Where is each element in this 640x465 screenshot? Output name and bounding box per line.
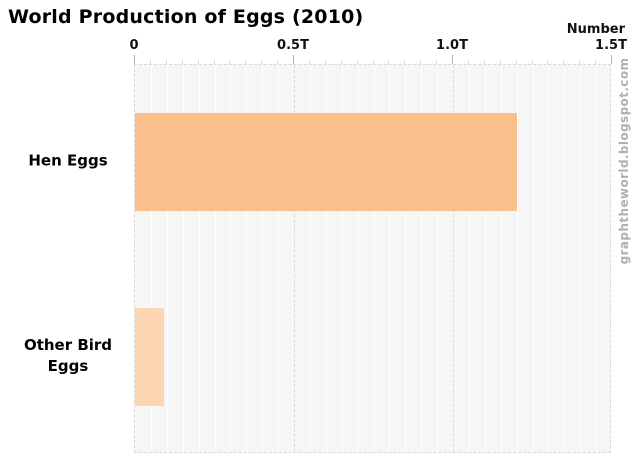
plot-area xyxy=(134,64,611,453)
x-axis-minor-tick xyxy=(499,60,501,64)
gridline-minor xyxy=(150,65,152,452)
gridline-minor xyxy=(341,65,343,452)
x-axis-minor-tick xyxy=(547,60,549,64)
x-axis-minor-tick xyxy=(245,60,247,64)
gridline-minor xyxy=(468,65,470,452)
x-axis-minor-tick xyxy=(229,60,231,64)
gridline-minor xyxy=(516,65,518,452)
x-tick-label: 0.5T xyxy=(277,38,309,53)
watermark: graphtheworld.blogspot.com xyxy=(617,57,631,265)
x-axis-minor-tick xyxy=(197,60,199,64)
x-tick-label: 1.5T xyxy=(595,38,627,53)
x-axis-minor-tick xyxy=(340,60,342,64)
category-label: Other Bird Eggs xyxy=(23,335,113,375)
gridline-major xyxy=(453,65,454,452)
gridline-minor xyxy=(580,65,582,452)
x-axis-minor-tick xyxy=(579,60,581,64)
x-tick-label: 0 xyxy=(129,38,139,53)
x-axis-minor-tick xyxy=(404,60,406,64)
axis-unit-label: Number xyxy=(566,22,625,37)
x-axis-minor-tick xyxy=(181,60,183,64)
x-axis-minor-tick xyxy=(515,60,517,64)
x-axis-minor-tick xyxy=(420,60,422,64)
x-axis-minor-tick xyxy=(563,60,565,64)
gridline-minor xyxy=(198,65,200,452)
gridline-minor xyxy=(596,65,598,452)
gridline-minor xyxy=(246,65,248,452)
gridline-minor xyxy=(532,65,534,452)
x-axis-minor-tick xyxy=(149,60,151,64)
x-axis-tick-labels: 0 0.5T 1.0T 1.5T xyxy=(0,38,640,53)
bar-hen-eggs xyxy=(135,113,517,212)
gridline-minor xyxy=(484,65,486,452)
gridline-minor xyxy=(421,65,423,452)
category-label: Hen Eggs xyxy=(28,151,108,170)
x-axis-minor-tick xyxy=(467,60,469,64)
x-axis-minor-tick xyxy=(277,60,279,64)
gridline-minor xyxy=(182,65,184,452)
x-axis-minor-tick xyxy=(261,60,263,64)
x-axis-minor-tick xyxy=(213,60,215,64)
x-axis-minor-tick xyxy=(324,60,326,64)
gridline-minor xyxy=(373,65,375,452)
gridline-minor xyxy=(548,65,550,452)
gridline-minor xyxy=(500,65,502,452)
x-axis-minor-tick xyxy=(436,60,438,64)
gridline-minor xyxy=(437,65,439,452)
gridline-major xyxy=(294,65,295,452)
gridline-minor xyxy=(564,65,566,452)
chart-title: World Production of Eggs (2010) xyxy=(8,6,364,28)
gridline-minor xyxy=(230,65,232,452)
x-axis-major-tick xyxy=(452,55,453,64)
x-axis-major-tick xyxy=(611,55,612,64)
gridline-minor xyxy=(405,65,407,452)
x-axis-major-tick xyxy=(293,55,294,64)
x-axis-minor-tick xyxy=(483,60,485,64)
gridline-minor xyxy=(357,65,359,452)
gridline-minor xyxy=(214,65,216,452)
gridline-minor xyxy=(389,65,391,452)
gridline-minor xyxy=(262,65,264,452)
x-axis-minor-tick xyxy=(165,60,167,64)
x-axis-major-tick xyxy=(134,55,135,64)
gridline-minor xyxy=(309,65,311,452)
x-axis-minor-tick xyxy=(388,60,390,64)
gridline-minor xyxy=(166,65,168,452)
x-tick-label: 1.0T xyxy=(436,38,468,53)
x-axis-minor-tick xyxy=(356,60,358,64)
bar-other-bird-eggs xyxy=(135,307,164,406)
x-axis-minor-tick xyxy=(308,60,310,64)
x-axis-minor-tick xyxy=(531,60,533,64)
gridline-minor xyxy=(325,65,327,452)
gridline-minor xyxy=(278,65,280,452)
x-axis-minor-tick xyxy=(372,60,374,64)
x-axis-minor-tick xyxy=(595,60,597,64)
